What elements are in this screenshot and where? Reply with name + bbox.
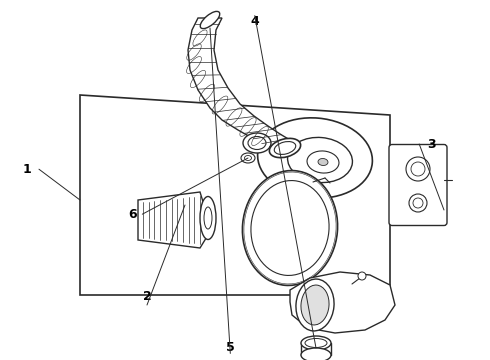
Ellipse shape: [301, 348, 331, 360]
Text: 5: 5: [226, 341, 235, 354]
Text: 4: 4: [250, 15, 259, 28]
Ellipse shape: [409, 194, 427, 212]
Ellipse shape: [411, 162, 425, 176]
Ellipse shape: [274, 141, 296, 154]
Ellipse shape: [413, 198, 423, 208]
FancyBboxPatch shape: [389, 144, 447, 225]
Ellipse shape: [288, 138, 352, 183]
Ellipse shape: [248, 136, 266, 149]
Polygon shape: [138, 192, 208, 248]
Polygon shape: [290, 272, 395, 333]
Ellipse shape: [270, 138, 301, 158]
Text: 2: 2: [143, 291, 151, 303]
Ellipse shape: [204, 207, 212, 229]
Ellipse shape: [296, 279, 334, 331]
Ellipse shape: [305, 338, 327, 347]
Text: 1: 1: [23, 163, 31, 176]
Polygon shape: [80, 95, 390, 295]
Ellipse shape: [243, 133, 271, 153]
Ellipse shape: [406, 157, 430, 181]
Ellipse shape: [301, 285, 329, 325]
Text: 6: 6: [128, 208, 137, 221]
Ellipse shape: [245, 156, 251, 161]
Ellipse shape: [200, 12, 220, 28]
Ellipse shape: [258, 118, 372, 198]
Ellipse shape: [200, 197, 216, 239]
Ellipse shape: [243, 171, 338, 285]
Ellipse shape: [318, 158, 328, 166]
Ellipse shape: [301, 336, 331, 350]
Polygon shape: [188, 18, 298, 148]
Ellipse shape: [251, 181, 329, 275]
Text: 3: 3: [427, 138, 436, 150]
Ellipse shape: [241, 153, 255, 163]
Ellipse shape: [358, 272, 366, 280]
Ellipse shape: [307, 151, 339, 173]
